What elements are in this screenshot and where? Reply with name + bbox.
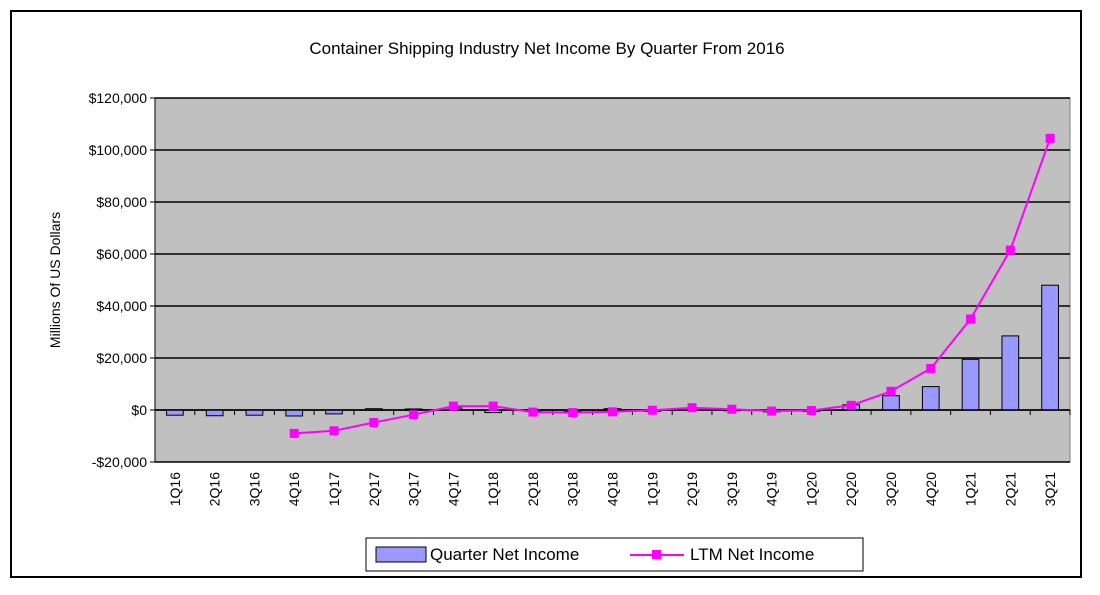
plot-background (154, 97, 1071, 463)
point-ltm-net-income (806, 406, 816, 416)
chart-frame: Container Shipping Industry Net Income B… (10, 10, 1082, 578)
point-ltm-net-income (289, 428, 299, 438)
y-tick-label: -$20,000 (92, 454, 147, 470)
point-ltm-net-income (488, 401, 498, 411)
x-tick-label: 3Q16 (246, 472, 262, 506)
x-tick-label: 4Q17 (445, 472, 461, 506)
y-axis-label: Millions Of US Dollars (47, 212, 63, 348)
x-tick-label: 4Q20 (923, 472, 939, 506)
point-ltm-net-income (727, 404, 737, 414)
x-tick-label: 4Q16 (286, 472, 302, 506)
point-ltm-net-income (369, 417, 379, 427)
chart: Container Shipping Industry Net Income B… (47, 39, 1071, 572)
legend-marker-ltm-net-income (652, 550, 661, 559)
y-tick-label: $80,000 (96, 194, 147, 210)
y-tick-label: $100,000 (89, 142, 148, 158)
point-ltm-net-income (846, 400, 856, 410)
bar-quarter-net-income (1001, 335, 1020, 411)
point-ltm-net-income (926, 363, 936, 373)
x-tick-label: 1Q21 (963, 472, 979, 506)
y-tick-label: $20,000 (96, 350, 147, 366)
x-tick-label: 4Q18 (605, 472, 621, 506)
x-tick-label: 2Q17 (366, 472, 382, 506)
point-ltm-net-income (767, 406, 777, 416)
point-ltm-net-income (409, 410, 419, 420)
point-ltm-net-income (1045, 133, 1055, 143)
x-tick-label: 3Q21 (1042, 472, 1058, 506)
point-ltm-net-income (568, 408, 578, 418)
bar-quarter-net-income (961, 358, 980, 411)
y-tick-label: $0 (131, 402, 147, 418)
point-ltm-net-income (448, 401, 458, 411)
x-tick-label: 1Q18 (485, 472, 501, 506)
y-tick-label: $60,000 (96, 246, 147, 262)
point-ltm-net-income (687, 403, 697, 413)
point-ltm-net-income (528, 407, 538, 417)
legend-label-ltm-net-income: LTM Net Income (690, 545, 814, 564)
point-ltm-net-income (329, 426, 339, 436)
x-tick-label: 2Q19 (684, 472, 700, 506)
x-tick-label: 3Q19 (724, 472, 740, 506)
x-tick-label: 1Q16 (167, 472, 183, 506)
point-ltm-net-income (886, 386, 896, 396)
x-tick-label: 3Q18 (565, 472, 581, 506)
point-ltm-net-income (608, 407, 617, 417)
x-tick-label: 1Q19 (644, 472, 660, 506)
line-ltm-net-income (294, 137, 1052, 435)
legend: Quarter Net Income LTM Net Income (365, 537, 864, 572)
x-tick-label: 2Q21 (1002, 472, 1018, 506)
x-tick-label: 4Q19 (764, 472, 780, 506)
point-ltm-net-income (966, 314, 976, 324)
point-ltm-net-income (647, 405, 657, 415)
legend-label-quarter-net-income: Quarter Net Income (430, 545, 579, 564)
bar-quarter-net-income (285, 409, 304, 417)
x-tick-label: 2Q16 (207, 472, 223, 506)
point-ltm-net-income (1005, 245, 1015, 255)
bar-quarter-net-income (1041, 284, 1059, 411)
y-tick-label: $40,000 (96, 298, 147, 314)
plot-area: -$20,000 $0 $20,000 $40,000 $60,000 $80,000 $1… (89, 90, 1071, 506)
x-tick-label: 2Q18 (525, 472, 541, 506)
bar-quarter-net-income (205, 409, 224, 417)
chart-title: Container Shipping Industry Net Income B… (309, 39, 784, 58)
x-tick-label: 3Q20 (883, 472, 899, 506)
y-tick-label: $120,000 (89, 90, 148, 106)
bar-quarter-net-income (921, 386, 940, 411)
legend-box (365, 537, 864, 572)
bar-quarter-net-income (882, 395, 900, 411)
x-tick-label: 3Q17 (406, 472, 422, 506)
legend-swatch-quarter-net-income (375, 546, 427, 563)
x-tick-label: 1Q20 (803, 472, 819, 506)
x-tick-label: 2Q20 (843, 472, 859, 506)
x-tick-label: 1Q17 (326, 472, 342, 506)
